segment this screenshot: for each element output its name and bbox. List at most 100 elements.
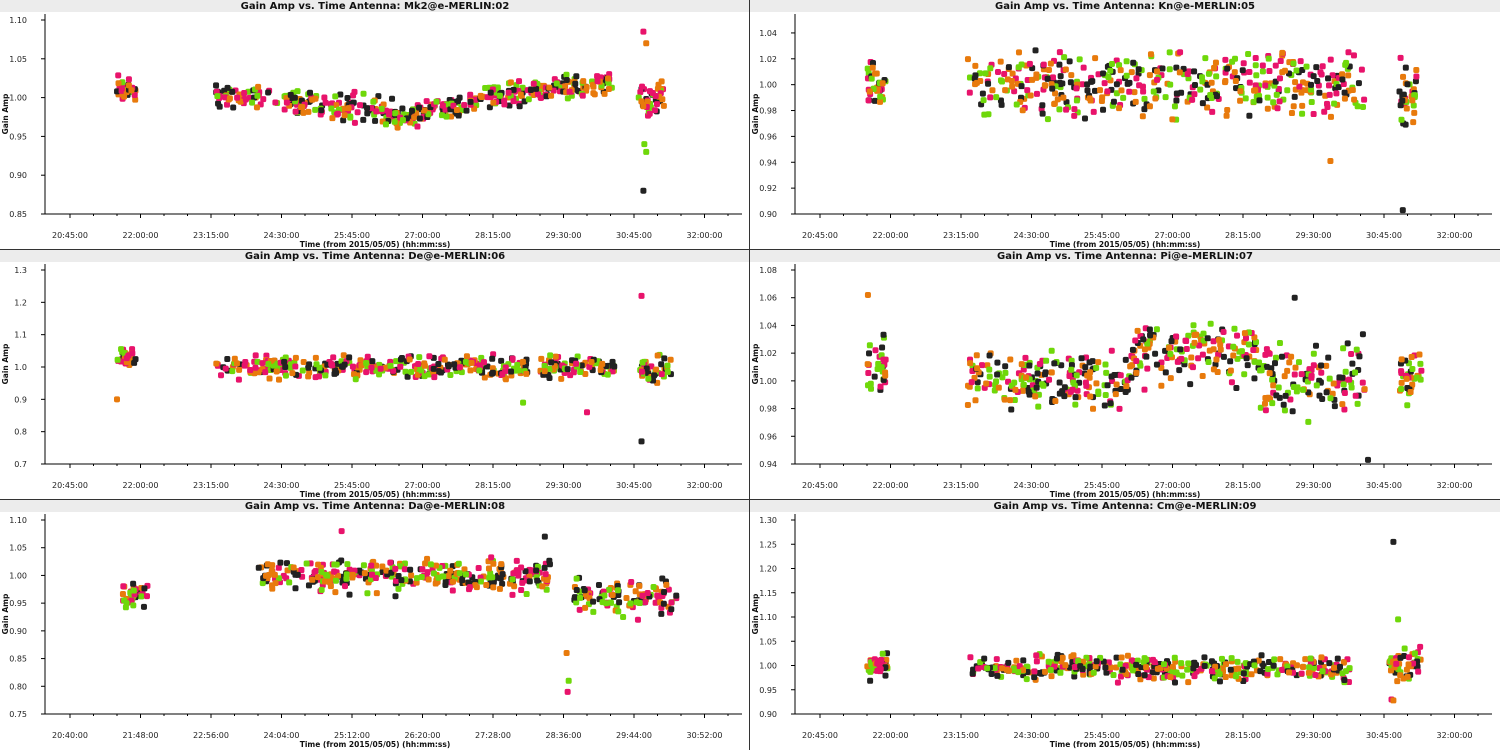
data-point-orange	[1158, 383, 1164, 389]
data-point-orange	[590, 90, 596, 96]
x-tick-label: 28:15:00	[1225, 481, 1261, 490]
x-tick-label: 27:00:00	[405, 231, 441, 240]
data-point-black	[292, 585, 298, 591]
data-point-green	[514, 362, 520, 368]
data-point-green	[1342, 62, 1348, 68]
x-tick-label: 32:00:00	[1437, 731, 1473, 740]
data-point-orange	[1032, 393, 1038, 399]
data-point-green	[1074, 97, 1080, 103]
data-point-magenta	[1083, 383, 1089, 389]
data-point-magenta	[543, 571, 549, 577]
data-point-black	[1324, 389, 1330, 395]
data-point-black	[661, 601, 667, 607]
data-point-orange	[1410, 119, 1416, 125]
data-point-magenta	[467, 584, 473, 590]
data-point-black	[1256, 97, 1262, 103]
data-point-black	[1283, 393, 1289, 399]
data-point-green	[577, 595, 583, 601]
data-point-orange	[341, 352, 347, 358]
data-point-orange	[973, 397, 979, 403]
data-point-black	[459, 577, 465, 583]
data-point-green	[419, 574, 425, 580]
data-point-green	[361, 91, 367, 97]
data-point-magenta	[1175, 359, 1181, 365]
data-point-black	[1257, 668, 1263, 674]
data-point-magenta	[259, 360, 265, 366]
data-point-magenta	[119, 86, 125, 92]
data-point-green	[1251, 99, 1257, 105]
data-point-black	[1123, 389, 1129, 395]
data-point-orange	[1224, 113, 1230, 119]
data-point-black	[574, 587, 580, 593]
data-point-green	[435, 575, 441, 581]
data-point-green	[1014, 102, 1020, 108]
data-point-orange	[1123, 383, 1129, 389]
data-point-black	[435, 361, 441, 367]
data-point-green	[634, 599, 640, 605]
y-tick-label: 1.06	[759, 294, 777, 303]
data-point-magenta	[565, 689, 571, 695]
data-point-green	[489, 574, 495, 580]
data-point-black	[1143, 354, 1149, 360]
data-point-black	[1008, 407, 1014, 413]
data-point-black	[1105, 382, 1111, 388]
data-point-orange	[255, 84, 261, 90]
data-point-orange	[1063, 67, 1069, 73]
data-point-black	[1140, 336, 1146, 342]
data-point-orange	[972, 63, 978, 69]
data-point-orange	[1167, 674, 1173, 680]
data-points	[864, 539, 1423, 704]
data-point-green	[986, 367, 992, 373]
data-point-orange	[1237, 98, 1243, 104]
data-point-green	[1142, 96, 1148, 102]
y-tick-label: 0.98	[759, 107, 777, 116]
data-point-black	[1090, 358, 1096, 364]
data-point-black	[1279, 354, 1285, 360]
data-point-black	[639, 438, 645, 444]
data-point-magenta	[516, 78, 522, 84]
data-point-black	[347, 592, 353, 598]
data-point-orange	[1114, 381, 1120, 387]
data-point-green	[1229, 655, 1235, 661]
data-point-black	[489, 356, 495, 362]
data-point-orange	[1223, 661, 1229, 667]
y-tick-label: 0.85	[9, 655, 27, 664]
data-point-black	[1214, 93, 1220, 99]
data-point-orange	[1409, 97, 1415, 103]
data-point-magenta	[234, 95, 240, 101]
data-point-magenta	[1072, 664, 1078, 670]
data-point-black	[564, 77, 570, 83]
data-point-magenta	[126, 76, 132, 82]
data-point-orange	[880, 80, 886, 86]
data-point-magenta	[1299, 671, 1305, 677]
data-point-black	[130, 581, 136, 587]
data-point-orange	[467, 367, 473, 373]
data-point-magenta	[386, 112, 392, 118]
y-tick-label: 0.9	[14, 395, 27, 404]
data-point-magenta	[510, 570, 516, 576]
data-point-green	[1320, 668, 1326, 674]
data-point-green	[1167, 82, 1173, 88]
data-point-green	[1414, 375, 1420, 381]
data-point-green	[400, 117, 406, 123]
y-tick-label: 1.2	[14, 298, 27, 307]
data-point-magenta	[1022, 355, 1028, 361]
data-point-magenta	[144, 593, 150, 599]
data-point-magenta	[668, 600, 674, 606]
data-point-green	[1239, 348, 1245, 354]
data-point-magenta	[1260, 62, 1266, 68]
data-point-green	[1117, 661, 1123, 667]
x-tick-label: 22:00:00	[873, 731, 909, 740]
data-point-orange	[1298, 90, 1304, 96]
data-point-orange	[1331, 665, 1337, 671]
data-point-green	[1354, 347, 1360, 353]
data-point-green	[422, 373, 428, 379]
data-point-magenta	[1118, 372, 1124, 378]
data-point-black	[1271, 663, 1277, 669]
data-point-orange	[1249, 671, 1255, 677]
data-point-magenta	[1031, 668, 1037, 674]
y-tick-label: 0.95	[9, 599, 27, 608]
data-point-orange	[643, 40, 649, 46]
data-point-green	[1167, 66, 1173, 72]
data-point-black	[1054, 655, 1060, 661]
